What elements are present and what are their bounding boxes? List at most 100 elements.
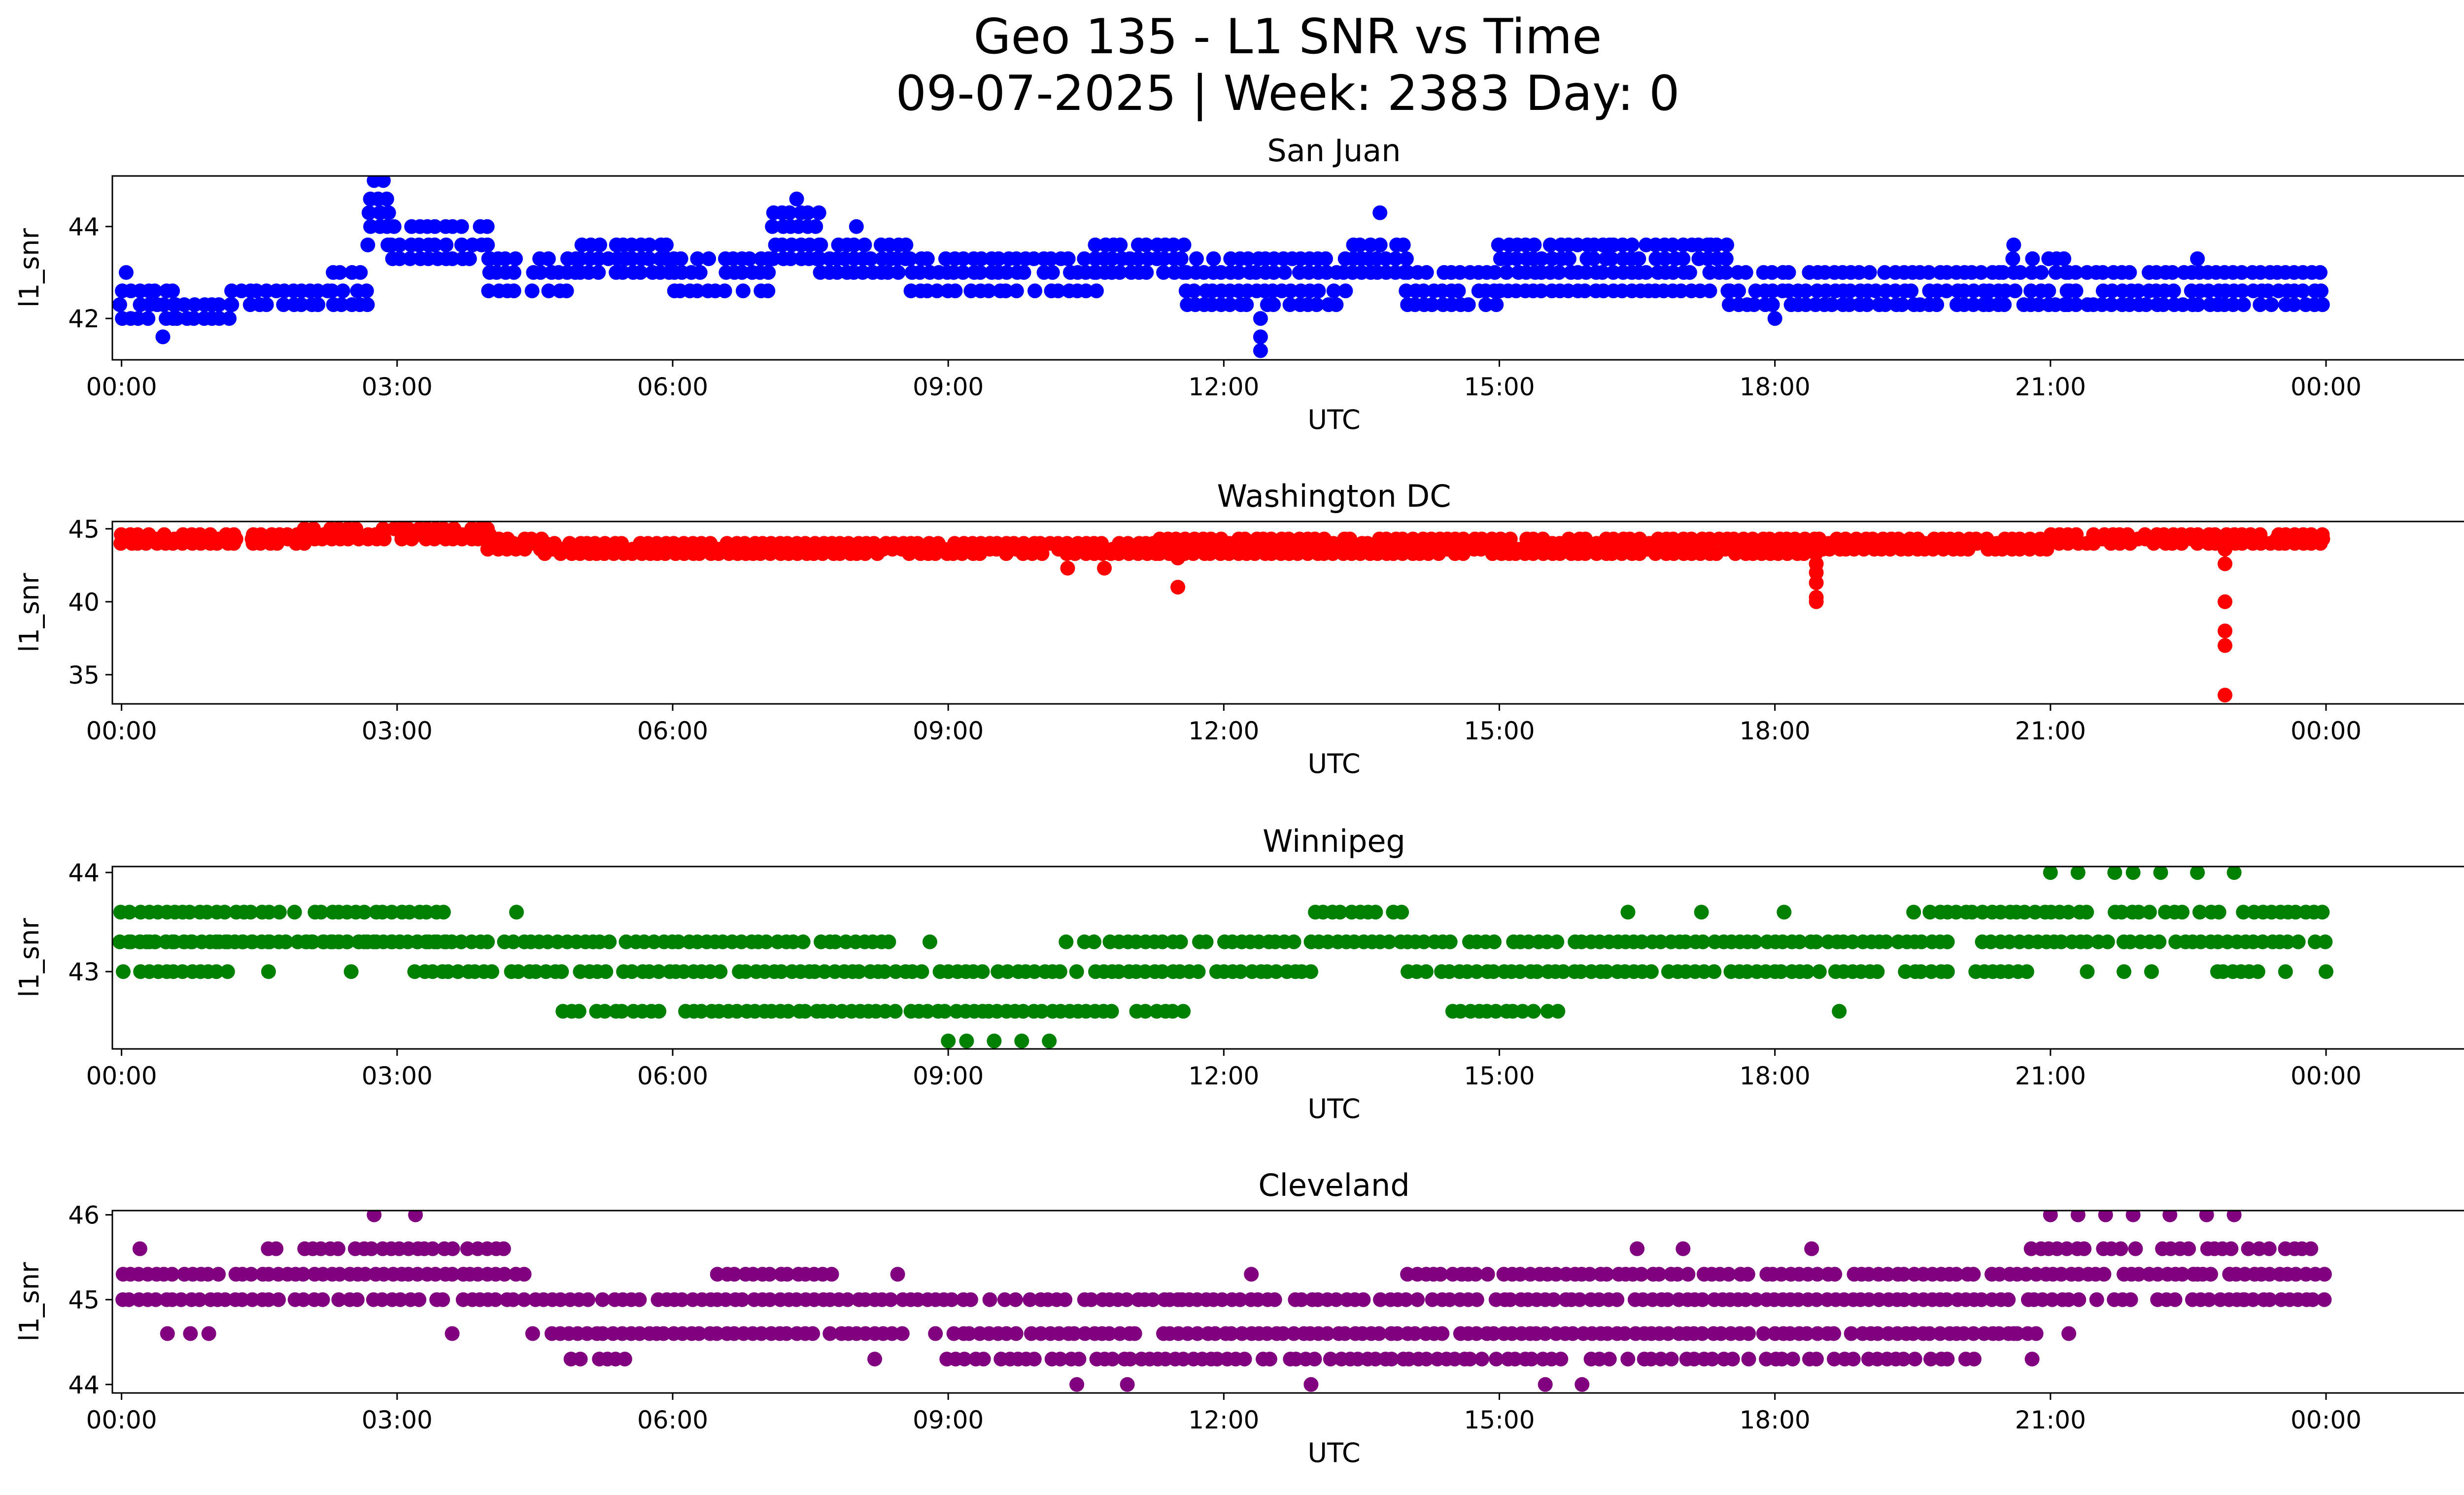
data-point [243,1267,259,1282]
data-point [2079,904,2094,920]
data-point [1112,265,1128,280]
data-point [1862,265,1877,280]
data-point [2211,904,2226,920]
data-point [2295,283,2310,299]
data-point [982,1292,997,1307]
data-point [883,1292,898,1307]
data-point [615,265,630,280]
data-point [1237,1352,1252,1367]
data-point [450,964,466,979]
data-point [632,1292,647,1307]
data-point [1804,1241,1819,1256]
data-point [1111,964,1127,979]
x-tick-label: 06:00 [637,1062,708,1090]
data-point [1307,1352,1322,1367]
data-point [379,191,394,207]
data-point [2226,867,2242,880]
data-point [735,1292,750,1307]
data-point [999,265,1014,280]
data-point [1384,1352,1399,1367]
data-point [2153,867,2168,880]
data-point [132,1241,147,1256]
data-point [122,904,137,920]
data-point [1418,964,1434,979]
data-point [2318,934,2333,949]
data-point [1084,1292,1099,1307]
data-point [2165,265,2180,280]
data-point [2264,297,2279,313]
data-point [1548,1267,1564,1282]
data-point [1992,1267,2007,1282]
data-point [1707,964,1722,979]
data-point [119,265,134,280]
data-point [140,311,156,326]
data-point [1491,237,1506,252]
x-tick-label: 00:00 [86,717,157,745]
x-tick-label: 15:00 [1464,373,1535,401]
data-point [1042,1033,1057,1048]
data-point [2280,934,2295,949]
data-point [1921,265,1937,280]
data-point [1009,283,1024,299]
data-point [332,265,347,280]
data-point [165,283,180,299]
data-point [2175,904,2190,920]
data-point [386,219,402,234]
data-point [1676,251,1691,266]
data-point [1767,311,1782,326]
data-point [334,297,349,313]
x-tick-label: 21:00 [2015,1406,2086,1434]
data-point [1966,1326,1981,1341]
data-point [822,1326,838,1341]
data-point [2077,1241,2092,1256]
data-point [2181,1241,2196,1256]
data-point [392,934,407,949]
data-point [1139,265,1154,280]
data-point [2162,1211,2178,1222]
x-tick-label: 06:00 [637,717,708,745]
axes-frame [111,521,2464,705]
data-point [824,1267,839,1282]
data-point [1078,283,1094,299]
data-point [2005,251,2020,266]
data-point [408,1211,423,1222]
data-point [2218,638,2232,653]
data-point [376,522,391,536]
x-axis-label: UTC [1307,748,1360,779]
data-point [1027,964,1042,979]
data-point [1094,536,1109,551]
data-point [1870,964,1885,979]
data-point [2019,964,2034,979]
data-point [948,283,963,299]
data-point [2287,297,2302,313]
data-point [1512,964,1528,979]
data-point [2041,283,2056,299]
data-point [624,964,640,979]
subplot-title: Winnipeg [1263,823,1405,859]
data-point [2043,867,2058,880]
data-point [1630,1241,1645,1256]
data-point [1388,251,1403,266]
data-point [1499,265,1514,280]
data-point [524,283,540,299]
x-tick-label: 15:00 [1464,1062,1535,1090]
data-point [2152,934,2167,949]
data-point [973,265,988,280]
data-point [1824,297,1840,313]
data-point [1294,1292,1309,1307]
data-point [1670,1267,1685,1282]
data-point [1442,964,1457,979]
data-point [541,283,556,299]
data-point [1719,237,1734,252]
y-tick-label: 40 [68,588,100,617]
data-point [224,297,240,313]
data-point [1155,964,1170,979]
data-point [1538,1326,1553,1341]
data-point [186,311,202,326]
data-point [226,527,241,542]
data-point [506,536,521,551]
data-point [691,1326,707,1341]
data-point [1469,964,1484,979]
data-point [811,205,826,220]
data-point [2104,297,2119,313]
